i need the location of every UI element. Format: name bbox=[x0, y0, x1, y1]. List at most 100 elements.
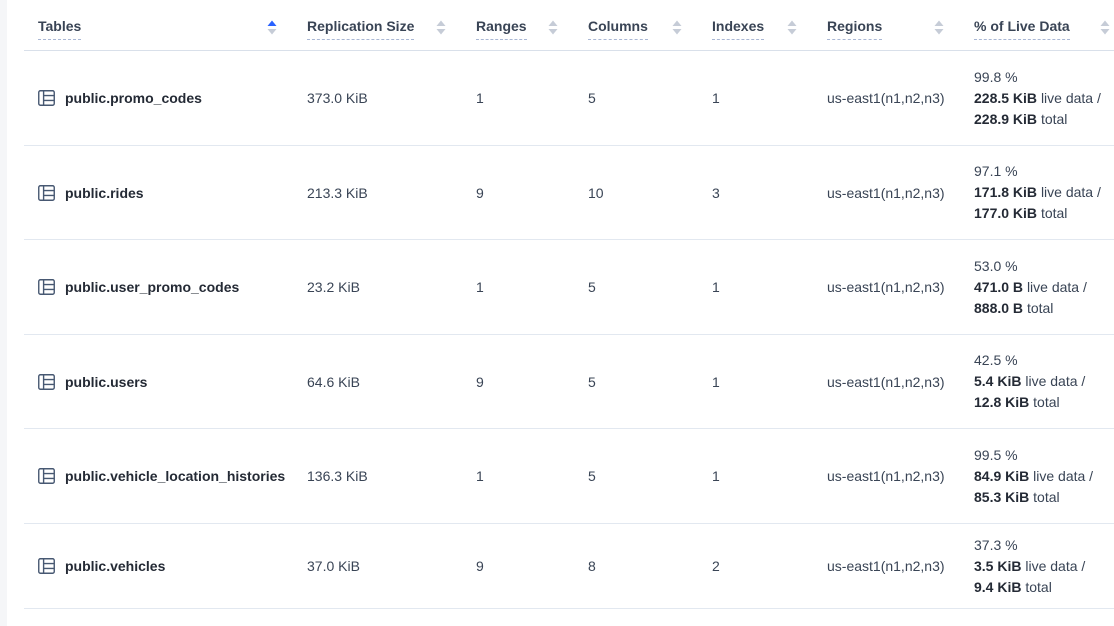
regions-cell: us-east1(n1,n2,n3) bbox=[827, 373, 945, 390]
table-icon bbox=[38, 558, 55, 574]
table-row: public.user_promo_codes 23.2 KiB 1 5 1 u… bbox=[24, 240, 1114, 335]
regions-cell: us-east1(n1,n2,n3) bbox=[827, 184, 945, 201]
sort-icon[interactable] bbox=[548, 20, 558, 35]
ranges-cell: 1 bbox=[476, 90, 484, 106]
indexes-cell: 1 bbox=[712, 468, 720, 484]
live-data-percent: 99.5 % bbox=[974, 446, 1018, 463]
total-data-line: 9.4 KiB total bbox=[974, 578, 1052, 595]
column-header-tables[interactable]: Tables bbox=[38, 18, 307, 40]
indexes-cell: 2 bbox=[712, 558, 720, 574]
table-name-link[interactable]: public.rides bbox=[65, 184, 144, 201]
live-data-cell: 97.1 % 171.8 KiB live data / 177.0 KiB t… bbox=[974, 161, 1114, 224]
sort-ascending-icon[interactable] bbox=[267, 20, 277, 35]
live-data-cell: 42.5 % 5.4 KiB live data / 12.8 KiB tota… bbox=[974, 350, 1114, 413]
page-left-gutter bbox=[0, 0, 7, 626]
table-icon bbox=[38, 468, 55, 484]
regions-cell: us-east1(n1,n2,n3) bbox=[827, 558, 945, 574]
ranges-cell: 1 bbox=[476, 468, 484, 484]
columns-cell: 5 bbox=[588, 468, 596, 484]
sort-icon[interactable] bbox=[436, 20, 446, 35]
table-body: public.promo_codes 373.0 KiB 1 5 1 us-ea… bbox=[24, 51, 1114, 609]
live-data-line: 471.0 B live data / bbox=[974, 278, 1087, 295]
table-icon bbox=[38, 90, 55, 106]
live-data-line: 84.9 KiB live data / bbox=[974, 467, 1094, 484]
indexes-cell: 1 bbox=[712, 90, 720, 106]
sort-icon[interactable] bbox=[1100, 20, 1110, 35]
table-row: public.users 64.6 KiB 9 5 1 us-east1(n1,… bbox=[24, 335, 1114, 429]
regions-cell: us-east1(n1,n2,n3) bbox=[827, 279, 945, 295]
table-name-cell: public.vehicle_location_histories bbox=[38, 468, 307, 484]
replication-size-cell: 136.3 KiB bbox=[307, 468, 368, 484]
column-header-live-data-label: % of Live Data bbox=[974, 18, 1070, 40]
sort-icon[interactable] bbox=[787, 20, 797, 35]
replication-size-cell: 213.3 KiB bbox=[307, 184, 368, 201]
columns-cell: 5 bbox=[588, 373, 596, 390]
live-data-cell: 99.8 % 228.5 KiB live data / 228.9 KiB t… bbox=[974, 67, 1114, 130]
tables-table: Tables Replication Size Ranges Columns bbox=[24, 0, 1114, 609]
total-data-line: 228.9 KiB total bbox=[974, 110, 1068, 127]
column-header-indexes-label: Indexes bbox=[712, 18, 765, 40]
table-icon bbox=[38, 279, 55, 295]
replication-size-cell: 373.0 KiB bbox=[307, 90, 368, 106]
table-name-link[interactable]: public.vehicles bbox=[65, 558, 166, 574]
table-name-cell: public.promo_codes bbox=[38, 90, 307, 106]
table-name-link[interactable]: public.promo_codes bbox=[65, 90, 202, 106]
table-name-cell: public.vehicles bbox=[38, 558, 307, 574]
live-data-percent: 53.0 % bbox=[974, 257, 1018, 274]
columns-cell: 5 bbox=[588, 90, 596, 106]
live-data-line: 171.8 KiB live data / bbox=[974, 184, 1101, 200]
column-header-replication-size[interactable]: Replication Size bbox=[307, 18, 476, 40]
column-header-live-data[interactable]: % of Live Data bbox=[974, 18, 1114, 40]
ranges-cell: 1 bbox=[476, 279, 484, 295]
replication-size-cell: 23.2 KiB bbox=[307, 279, 360, 295]
ranges-cell: 9 bbox=[476, 373, 484, 390]
columns-cell: 8 bbox=[588, 558, 596, 574]
column-header-columns[interactable]: Columns bbox=[588, 18, 712, 40]
live-data-percent: 99.8 % bbox=[974, 68, 1018, 85]
sort-icon[interactable] bbox=[672, 20, 682, 35]
table-icon bbox=[38, 184, 55, 201]
table-row: public.vehicle_location_histories 136.3 … bbox=[24, 429, 1114, 524]
live-data-line: 3.5 KiB live data / bbox=[974, 557, 1086, 574]
table-row: public.vehicles 37.0 KiB 9 8 2 us-east1(… bbox=[24, 524, 1114, 609]
total-data-line: 85.3 KiB total bbox=[974, 488, 1060, 505]
column-header-columns-label: Columns bbox=[588, 18, 648, 40]
columns-cell: 5 bbox=[588, 279, 596, 295]
live-data-cell: 53.0 % 471.0 B live data / 888.0 B total bbox=[974, 256, 1114, 319]
indexes-cell: 1 bbox=[712, 373, 720, 390]
table-icon bbox=[38, 373, 55, 390]
regions-cell: us-east1(n1,n2,n3) bbox=[827, 90, 945, 106]
indexes-cell: 1 bbox=[712, 279, 720, 295]
table-header-row: Tables Replication Size Ranges Columns bbox=[24, 0, 1114, 51]
live-data-percent: 42.5 % bbox=[974, 352, 1018, 368]
replication-size-cell: 64.6 KiB bbox=[307, 373, 360, 390]
table-name-link[interactable]: public.vehicle_location_histories bbox=[65, 468, 286, 484]
regions-cell: us-east1(n1,n2,n3) bbox=[827, 468, 945, 484]
sort-icon[interactable] bbox=[934, 20, 944, 35]
replication-size-cell: 37.0 KiB bbox=[307, 558, 360, 574]
live-data-cell: 37.3 % 3.5 KiB live data / 9.4 KiB total bbox=[974, 535, 1114, 598]
total-data-line: 888.0 B total bbox=[974, 299, 1054, 316]
column-header-indexes[interactable]: Indexes bbox=[712, 18, 827, 40]
columns-cell: 10 bbox=[588, 184, 604, 201]
indexes-cell: 3 bbox=[712, 184, 720, 201]
table-name-link[interactable]: public.user_promo_codes bbox=[65, 279, 240, 295]
table-name-cell: public.rides bbox=[38, 185, 307, 201]
column-header-regions-label: Regions bbox=[827, 18, 883, 40]
column-header-regions[interactable]: Regions bbox=[827, 18, 974, 40]
total-data-line: 12.8 KiB total bbox=[974, 394, 1060, 410]
table-row: public.rides 213.3 KiB 9 10 3 us-east1(n… bbox=[24, 146, 1114, 240]
ranges-cell: 9 bbox=[476, 184, 484, 201]
table-row: public.promo_codes 373.0 KiB 1 5 1 us-ea… bbox=[24, 51, 1114, 146]
column-header-ranges-label: Ranges bbox=[476, 18, 527, 40]
live-data-percent: 97.1 % bbox=[974, 163, 1018, 179]
live-data-line: 228.5 KiB live data / bbox=[974, 89, 1101, 106]
column-header-ranges[interactable]: Ranges bbox=[476, 18, 588, 40]
live-data-cell: 99.5 % 84.9 KiB live data / 85.3 KiB tot… bbox=[974, 445, 1114, 508]
table-name-cell: public.users bbox=[38, 374, 307, 390]
live-data-percent: 37.3 % bbox=[974, 536, 1018, 553]
table-name-link[interactable]: public.users bbox=[65, 373, 148, 390]
table-name-cell: public.user_promo_codes bbox=[38, 279, 307, 295]
column-header-replication-size-label: Replication Size bbox=[307, 18, 415, 40]
